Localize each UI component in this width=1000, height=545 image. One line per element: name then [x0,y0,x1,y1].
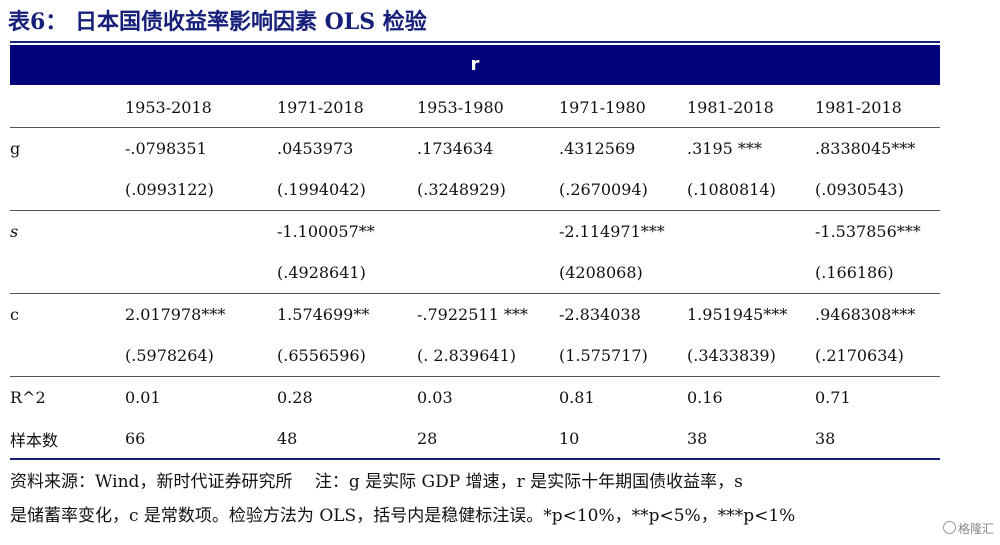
table-cell: (4208068) [559,252,687,294]
table-cell [417,211,559,253]
table-cell: .8338045*** [815,139,916,158]
table-cell [417,252,559,294]
table-cell: .4312569 [559,139,636,158]
table-title: 表6： 日本国债收益率影响因素 OLS 检验 [8,9,427,35]
table-cell: (.4928641) [277,252,417,294]
table-cell: (.2170634) [815,335,940,377]
table-cell: .1734634 [417,139,494,158]
table-row-c-coef: c 2.017978*** 1.574699** -.7922511 *** -… [10,294,940,336]
table-cell: (1.575717) [559,335,687,377]
table-cell: 10 [559,429,580,448]
top-rule [10,41,940,43]
table-cell: (.5978264) [125,335,277,377]
table-cell: (.1080814) [687,169,815,211]
row-label-sample-size: 样本数 [10,430,59,450]
table-cell [687,211,815,253]
table-cell: -.0798351 [125,139,207,158]
table-cell: (.1994042) [277,169,417,211]
table-cell: -.7922511 *** [417,305,528,324]
watermark: 格隆汇 [942,520,994,537]
table-row-r-squared: R^2 0.01 0.28 0.03 0.81 0.16 0.71 [10,377,940,419]
table-cell: 0.16 [687,388,723,407]
row-label-c: c [10,305,19,324]
row-label-r-squared: R^2 [10,388,46,407]
table-cell [125,211,277,253]
table-cell: 48 [277,429,298,448]
column-header: 1981-2018 [687,87,815,128]
table-row-g-se: (.0993122) (.1994042) (.3248929) (.26700… [10,169,940,211]
table-cell: -2.114971*** [559,222,665,241]
table-cell: 1.951945*** [687,305,788,324]
column-header: 1981-2018 [815,87,940,128]
table-cell: 0.81 [559,388,595,407]
bottom-rule [10,458,940,460]
table-cell: (.0930543) [815,169,940,211]
table-cell: (.166186) [815,252,940,294]
table-cell: 66 [125,429,146,448]
table-cell: 0.71 [815,388,851,407]
table-cell: 38 [815,429,836,448]
table-cell: 28 [417,429,438,448]
table-row-sample-size: 样本数 66 48 28 10 38 38 [10,418,940,459]
table-cell: (.0993122) [125,169,277,211]
column-header: 1953-2018 [125,87,277,128]
regression-table: 1953-2018 1971-2018 1953-1980 1971-1980 … [10,87,940,459]
table-cell: (.2670094) [559,169,687,211]
source-note-line: 资料来源：Wind，新时代证券研究所 注：g 是实际 GDP 增速，r 是实际十… [10,472,743,492]
table-cell: 38 [687,429,708,448]
table-cell: (. 2.839641) [417,335,559,377]
table-cell: -1.537856*** [815,222,921,241]
source-note-line: 是储蓄率变化，c 是常数项。检验方法为 OLS，括号内是稳健标注误。*p<10%… [10,506,796,526]
table-cell: 1.574699** [277,305,370,324]
table-cell: .3195 *** [687,139,762,158]
table-row-s-se: (.4928641) (4208068) (.166186) [10,252,940,294]
row-label-g: g [10,139,21,158]
table-row-s-coef: s -1.100057** -2.114971*** -1.537856*** [10,211,940,253]
column-header: 1971-2018 [277,87,417,128]
table-cell: -1.100057** [277,222,375,241]
table-cell: 0.28 [277,388,313,407]
table-cell [125,252,277,294]
table-cell: -2.834038 [559,305,641,324]
table-cell: 2.017978*** [125,305,226,324]
column-header [10,87,125,128]
table-cell [687,252,815,294]
table-cell: 0.03 [417,388,453,407]
table-cell: 0.01 [125,388,161,407]
column-header: 1971-1980 [559,87,687,128]
table-cell: (.6556596) [277,335,417,377]
column-header: 1953-1980 [417,87,559,128]
dependent-variable-header: r [10,45,940,85]
table-cell: .9468308*** [815,305,916,324]
source-note: 资料来源：Wind，新时代证券研究所 注：g 是实际 GDP 增速，r 是实际十… [10,465,995,533]
table-cell: (.3433839) [687,335,815,377]
table-row-c-se: (.5978264) (.6556596) (. 2.839641) (1.57… [10,335,940,377]
table-cell: .0453973 [277,139,354,158]
row-label-s: s [10,222,19,241]
table-cell: (.3248929) [417,169,559,211]
table-row-g-coef: g -.0798351 .0453973 .1734634 .4312569 .… [10,128,940,170]
watermark-logo-icon [942,521,956,534]
column-header-row: 1953-2018 1971-2018 1953-1980 1971-1980 … [10,87,940,128]
